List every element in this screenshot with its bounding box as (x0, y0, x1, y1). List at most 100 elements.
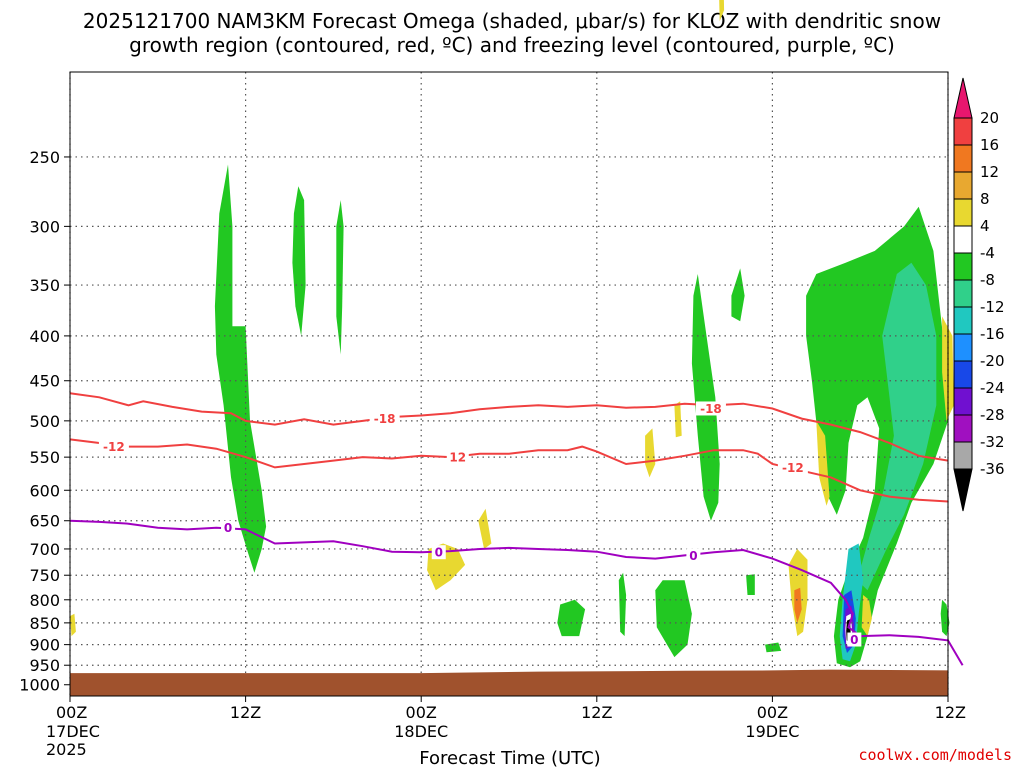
colorbar-tick-6: -8 (980, 271, 995, 289)
omega-region-6 (857, 262, 937, 591)
contour-line-2 (69, 519, 964, 666)
dgz-label-3: 12 (449, 451, 466, 465)
y-tick-label-700: 700 (29, 540, 60, 559)
x-tick-label-60: 12Z (935, 703, 966, 722)
y-tick-label-450: 450 (29, 372, 60, 391)
ground-terrain (70, 669, 948, 696)
y-tick-label-500: 500 (29, 412, 60, 431)
colorbar-swatch-9 (953, 360, 973, 389)
colorbar-swatch-1 (953, 144, 973, 173)
plot-frame (69, 71, 949, 697)
colorbar-tick-10: -24 (980, 379, 1005, 397)
colorbar-tick-11: -28 (980, 406, 1005, 424)
freezing-label-2: 0 (689, 549, 697, 563)
y-tick-label-800: 800 (29, 591, 60, 610)
x-tick-year-0: 2025 (46, 740, 87, 759)
dgz-label-4: -12 (782, 461, 804, 475)
y-tick-label-900: 900 (29, 636, 60, 655)
x-tick-date-24: 18DEC (394, 722, 448, 741)
y-tick-label-350: 350 (29, 276, 60, 295)
colorbar-swatch-10 (953, 387, 973, 416)
freezing-label-0: 0 (224, 521, 232, 535)
omega-region-13 (618, 572, 627, 637)
colorbar-swatch-12 (953, 441, 973, 470)
dgz-label-bg-1 (695, 401, 726, 416)
y-tick-label-1000: 1000 (19, 676, 60, 695)
y-tick-label-600: 600 (29, 481, 60, 500)
omega-region-2 (336, 200, 344, 355)
colorbar-tick-8: -16 (980, 325, 1005, 343)
freezing-label-3: 0 (850, 633, 858, 647)
colorbar-tick-9: -20 (980, 352, 1005, 370)
chart-title-line2: growth region (contoured, red, ºC) and f… (129, 33, 895, 57)
colorbar-swatch-4 (953, 225, 973, 254)
colorbar-swatch-11 (953, 414, 973, 443)
colorbar-swatch-5 (953, 252, 973, 281)
omega-region-4 (731, 268, 745, 322)
colorbar-swatch-0 (953, 117, 973, 146)
y-tick-label-300: 300 (29, 217, 60, 236)
y-tick-label-400: 400 (29, 327, 60, 346)
x-tick-label-36: 12Z (581, 703, 612, 722)
colorbar-tick-4: 4 (980, 217, 990, 235)
dgz-label-bg-3 (446, 450, 469, 465)
colorbar-tick-7: -12 (980, 298, 1005, 316)
colorbar-tick-2: 12 (980, 163, 999, 181)
x-axis-label: Forecast Time (UTC) (419, 748, 600, 768)
x-tick-date-48: 19DEC (745, 722, 799, 741)
freezing-label-bg-1 (431, 545, 446, 560)
colorbar-swatch-2 (953, 171, 973, 200)
omega-region-28 (719, 0, 725, 22)
omega-region-3 (691, 274, 720, 521)
freezing-label-bg-2 (686, 548, 701, 563)
dgz-label-2: -12 (103, 440, 125, 454)
x-tick-date-0: 17DEC (46, 722, 100, 741)
freezing-label-1: 0 (435, 546, 443, 560)
dgz-label-bg-2 (98, 439, 129, 454)
y-tick-label-550: 550 (29, 448, 60, 467)
y-tick-label-650: 650 (29, 512, 60, 531)
freezing-label-bg-3 (847, 632, 862, 647)
omega-region-26 (645, 428, 656, 478)
x-tick-label-48: 00Z (757, 703, 788, 722)
chart-title-line1: 2025121700 NAM3KM Forecast Omega (shaded… (83, 9, 941, 33)
omega-region-12 (557, 599, 586, 637)
x-tick-label-0: 00Z (56, 703, 87, 722)
dgz-label-1: -18 (700, 402, 722, 416)
omega-region-25 (478, 508, 492, 549)
colorbar-top-arrow (953, 77, 973, 119)
colorbar-tick-12: -32 (980, 433, 1005, 451)
y-tick-label-950: 950 (29, 656, 60, 675)
omega-region-27 (674, 401, 682, 438)
colorbar-swatch-3 (953, 198, 973, 227)
colorbar: 20 16 12 8 4 -4 -8 -12 -16 -20 -24 -28 -32 -36 (953, 77, 1005, 512)
colorbar-swatch-6 (953, 279, 973, 308)
dgz-label-bg-0 (369, 411, 400, 426)
omega-region-15 (746, 574, 755, 595)
x-tick-label-12: 12Z (230, 703, 261, 722)
terrain-fill (70, 669, 948, 696)
grid-lines (69, 72, 949, 696)
y-tick-label-250: 250 (29, 148, 60, 167)
credit-text: coolwx.com/models (858, 746, 1012, 764)
y-axis: 250 300 350 400 450 500 550 600 650 700 750 800 850 9… (19, 148, 70, 695)
omega-region-21 (816, 420, 830, 506)
omega-region-1 (292, 186, 306, 336)
y-tick-label-850: 850 (29, 614, 60, 633)
colorbar-swatch-7 (953, 306, 973, 335)
colorbar-tick-13: -36 (980, 460, 1005, 478)
omega-region-20 (794, 587, 802, 623)
omega-region-22 (861, 595, 872, 637)
dgz-label-0: -18 (374, 412, 396, 426)
colorbar-tick-1: 16 (980, 136, 999, 154)
y-tick-label-750: 750 (29, 566, 60, 585)
colorbar-tick-3: 8 (980, 190, 990, 208)
colorbar-tick-0: 20 (980, 109, 999, 127)
dgz-label-bg-4 (777, 460, 808, 475)
colorbar-tick-5: -4 (980, 244, 995, 262)
contour-labels: -18 -18 -12 12 -12 0 0 0 0 (98, 401, 862, 647)
contour-line-0 (69, 392, 949, 462)
omega-region-0 (214, 164, 267, 573)
